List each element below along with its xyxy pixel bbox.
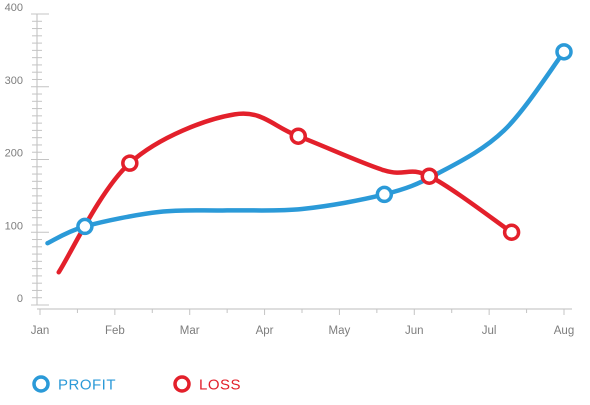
- x-tick-label: Apr: [256, 325, 274, 337]
- loss-series-line: [56, 111, 514, 275]
- loss-data-point: [121, 154, 139, 172]
- x-tick-label: Mar: [180, 325, 200, 337]
- y-axis-labels: 0 100 200 300 400: [5, 2, 23, 305]
- y-tick-label: 0: [17, 293, 23, 305]
- profit-data-point: [375, 185, 394, 204]
- x-axis-labels: Jan Feb Mar Apr May Jun Jul Aug: [31, 325, 575, 337]
- x-tick-label: Jan: [31, 325, 50, 337]
- x-tick-label: Jun: [405, 325, 424, 337]
- loss-legend-marker: [173, 375, 191, 393]
- loss-data-point: [420, 167, 439, 185]
- profit-legend-label: PROFIT: [58, 377, 116, 394]
- profit-legend-marker: [32, 375, 50, 393]
- loss-data-point: [289, 127, 308, 145]
- y-tick-label: 300: [5, 75, 23, 87]
- x-tick-label: Feb: [105, 325, 125, 337]
- profit-data-point: [555, 43, 573, 61]
- loss-legend-label: LOSS: [199, 377, 241, 394]
- x-tick-label: Jul: [482, 325, 497, 337]
- y-tick-label: 400: [5, 2, 23, 14]
- profit-series-line: [45, 49, 567, 246]
- x-tick-label: May: [329, 325, 351, 337]
- y-tick-label: 200: [5, 148, 23, 160]
- y-tick-label: 100: [5, 220, 23, 232]
- profit-data-point: [76, 217, 94, 236]
- x-tick-label: Aug: [554, 325, 574, 337]
- series-markers: [76, 43, 573, 241]
- loss-data-point: [502, 223, 521, 241]
- axes: [31, 13, 572, 315]
- legend: PROFIT LOSS: [32, 375, 241, 394]
